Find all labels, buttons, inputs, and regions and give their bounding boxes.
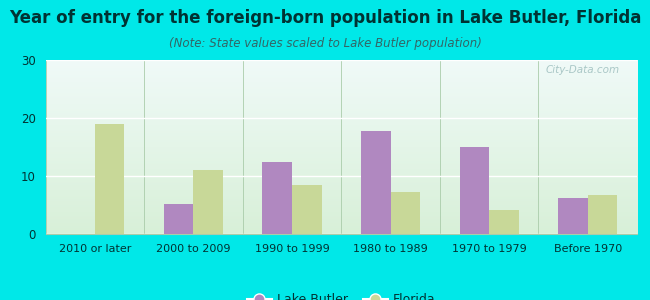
Bar xyxy=(194,170,223,234)
Text: City-Data.com: City-Data.com xyxy=(545,65,619,75)
Bar xyxy=(460,147,489,234)
Bar xyxy=(588,195,618,234)
Bar xyxy=(558,198,588,234)
Bar xyxy=(391,192,420,234)
Bar xyxy=(164,204,194,234)
Bar xyxy=(95,124,124,234)
Bar xyxy=(489,210,519,234)
Text: Year of entry for the foreign-born population in Lake Butler, Florida: Year of entry for the foreign-born popul… xyxy=(9,9,641,27)
Bar xyxy=(361,131,391,234)
Text: (Note: State values scaled to Lake Butler population): (Note: State values scaled to Lake Butle… xyxy=(168,38,482,50)
Legend: Lake Butler, Florida: Lake Butler, Florida xyxy=(242,288,441,300)
Bar xyxy=(292,185,322,234)
Bar xyxy=(263,161,292,234)
